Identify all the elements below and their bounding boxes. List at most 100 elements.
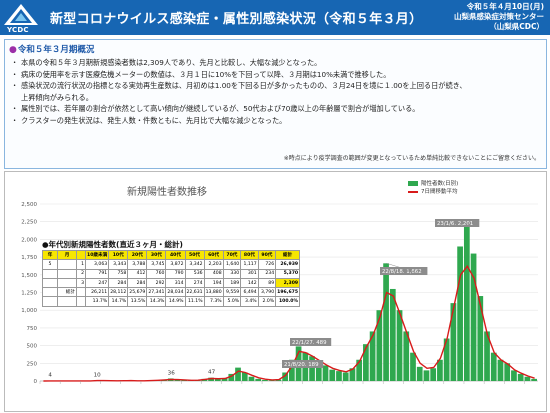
table-cell: 25,679 [127, 287, 148, 298]
table-cell [76, 296, 86, 307]
bar [289, 359, 295, 381]
table-cell: 100.0% [275, 296, 301, 307]
table-cell: 194 [203, 277, 224, 289]
logo-text: YCDC [7, 26, 29, 34]
legend-bar-swatch [408, 181, 418, 186]
table-cell: 292 [146, 277, 167, 289]
table-cell: 3,343 [108, 259, 129, 270]
bar [336, 371, 342, 381]
peak-label-22-1-27-bg [290, 338, 332, 346]
table-cell: 2 [76, 268, 86, 279]
table-cell [42, 296, 58, 307]
table-cell: 26,939 [275, 259, 301, 270]
peak-label-22-8-18-text: 22/8/18. 1,662 [382, 269, 422, 275]
chart-legend: 陽性者数(日別) 7日間移動平均 [408, 180, 458, 196]
leader-line [467, 223, 471, 226]
summary-panel: ●令和５年３月期概況 本県の令和５年３月期新規感染者数は2,309人であり、先月… [4, 39, 547, 169]
y-tick-label: 250 [27, 361, 38, 367]
bullet-dot-icon: ● [9, 45, 17, 55]
leader-line [386, 263, 416, 273]
header-cell: 70代 [222, 249, 242, 261]
table-title: ●年代別新規陽性者数(直近３ヶ月・総計) [42, 240, 183, 249]
table-header-row: 年 月 10歳未満 10代 20代 30代 40代 50代 60代 70代 80… [42, 249, 301, 261]
table-row: 5 1 3,063 3,343 3,788 3,745 3,872 3,342 2,203 1,6… [42, 259, 301, 270]
bar [437, 359, 443, 381]
bullet-item: 属性別では、若年層の割合が依然として高い傾向が継続しているが、50代および70歳… [11, 103, 543, 115]
bar [174, 379, 181, 381]
wave-peak-label: 36 [168, 370, 176, 376]
table-cell: 758 [108, 268, 129, 279]
bar [457, 246, 463, 381]
table-cell: 2,203 [203, 259, 224, 270]
table-cell: 3,788 [127, 259, 148, 270]
table-cell [57, 268, 77, 279]
table-cell: 28,112 [108, 287, 129, 298]
bar [356, 359, 363, 381]
table-cell: 1 [76, 259, 86, 270]
wave-peak-label: 10 [94, 372, 102, 378]
bar [369, 331, 376, 381]
bar [255, 378, 262, 381]
moving-average-line [43, 265, 535, 382]
bar [181, 380, 188, 381]
header-cell: 50代 [184, 249, 205, 261]
header-cell: 40代 [165, 249, 186, 261]
table-cell: 13.5% [127, 296, 148, 307]
bar [248, 376, 255, 381]
table-row: 13.7% 14.7% 13.5% 14.3% 14.9% 11.1% 7.3% 5.0% 3.… [42, 296, 301, 307]
bar [329, 369, 336, 381]
table-cell: 89 [257, 277, 277, 289]
table-cell: 1,117 [240, 259, 259, 270]
bar [228, 373, 235, 381]
bar [315, 361, 322, 381]
header-cell: 10代 [108, 249, 129, 261]
table-row: 3 247 284 284 292 314 274 194 189 142 89 2,309 [42, 277, 301, 289]
table-cell: 3,063 [84, 259, 110, 270]
org-short-name: （山梨県CDC） [489, 22, 544, 31]
table-cell [42, 268, 58, 279]
table-cell: 3,342 [184, 259, 205, 270]
bar [470, 253, 477, 381]
bar [342, 372, 349, 381]
peak-label-23-1-6-bg [435, 219, 480, 227]
table-cell: 22,631 [184, 287, 205, 298]
bar [416, 366, 423, 381]
table-cell: 2.0% [257, 296, 277, 307]
bar [235, 367, 241, 381]
bar [403, 331, 410, 381]
table-cell: 14.9% [165, 296, 186, 307]
table-cell: 760 [146, 268, 167, 279]
header-cell: 80代 [240, 249, 259, 261]
table-cell: 5.0% [222, 296, 242, 307]
org-name: 山梨県感染症対策センター [454, 12, 544, 21]
bar [423, 370, 430, 381]
bar [497, 359, 504, 381]
table-cell: 726 [257, 259, 277, 270]
bar [383, 263, 389, 381]
table-cell: 3.4% [240, 296, 259, 307]
peak-label-21-8-20-text: 21/8/20. 189 [284, 362, 319, 368]
header-cell: 60代 [203, 249, 224, 261]
bar [389, 288, 396, 381]
header-cell [76, 249, 86, 261]
legend-line-swatch [408, 190, 418, 193]
table-cell: 9,559 [222, 287, 242, 298]
summary-heading-text: 令和５年３月期概況 [17, 45, 95, 55]
table-cell [57, 296, 77, 307]
y-tick-label: 750 [27, 326, 38, 332]
table-row: 総計 26,211 28,112 25,679 27,341 28,034 22,631 13… [42, 287, 301, 298]
peak-label-22-8-18-bg [380, 267, 428, 275]
bar [430, 368, 437, 381]
table-cell: 247 [84, 277, 110, 289]
wave-peak-label: 47 [208, 370, 216, 376]
table-cell: 234 [257, 268, 277, 279]
table-cell: 5,370 [275, 268, 301, 279]
table-cell: 13.7% [84, 296, 110, 307]
table-cell: 1,640 [222, 259, 242, 270]
bar [309, 356, 315, 381]
table-cell: 536 [184, 268, 205, 279]
table-cell: 14.7% [108, 296, 129, 307]
bar [477, 296, 484, 381]
peak-label-22-1-27-text: 22/1/27. 489 [292, 340, 327, 346]
